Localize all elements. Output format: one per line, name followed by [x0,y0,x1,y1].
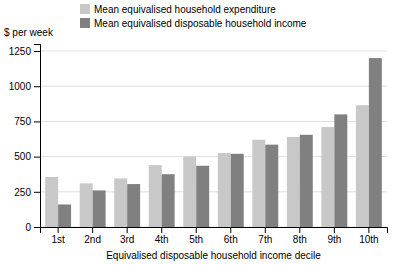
grid-line [40,51,387,52]
tick-mark [230,227,231,233]
bar [321,127,334,227]
chart: 1st 2nd 3rd 4th 5th 6th 7th 8th 9th 10th 0 250 500 75… [0,0,397,265]
legend-label: Mean equivalised household expenditure [94,4,276,15]
grid [40,51,387,227]
tick-mark [161,227,162,233]
tick-mark [92,227,93,233]
tick: 2nd [84,227,101,245]
tick-mark [34,192,40,193]
tick-label: 750 [14,116,31,127]
y-axis: 0 250 500 750 1000 1250 [9,45,41,233]
axis-line [41,228,388,234]
y-axis-title: $ per week [4,27,54,38]
tick-label: 250 [14,187,31,198]
tick-mark [368,227,369,233]
tick-mark [34,121,40,122]
tick-label: 5th [189,234,203,245]
tick: 1st [51,227,65,245]
bar [114,178,127,227]
legend-swatch [80,4,90,14]
bars [45,58,382,227]
axis-line [34,45,41,228]
legend: Mean equivalised household expenditure Me… [80,4,307,29]
bar [58,204,71,227]
plot: 1st 2nd 3rd 4th 5th 6th 7th 8th 9th 10th 0 250 500 75… [9,45,388,246]
bar [369,58,382,227]
tick: 1250 [9,46,40,57]
bar [80,183,93,227]
legend-item: Mean equivalised household expenditure [80,4,276,15]
tick-label: 0 [25,222,31,233]
tick-label: 9th [327,234,341,245]
tick: 8th [293,227,307,245]
bar [252,140,265,227]
tick-label: 6th [224,234,238,245]
bar [127,184,140,227]
tick-mark [34,227,40,228]
bar [162,174,175,227]
x-axis: 1st 2nd 3rd 4th 5th 6th 7th 8th 9th 10th [41,227,388,245]
tick-label: 1st [51,234,65,245]
tick-label: 3rd [120,234,134,245]
tick-mark [299,227,300,233]
bar [218,153,231,227]
tick-mark [265,227,266,233]
tick: 5th [189,227,203,245]
tick-mark [196,227,197,233]
bar [149,165,162,227]
legend-swatch [80,18,90,28]
tick-mark [34,51,40,52]
tick: 9th [327,227,341,245]
tick: 4th [155,227,169,245]
bar [265,145,278,227]
legend-item: Mean equivalised disposable household in… [80,18,307,29]
tick: 750 [14,116,40,127]
tick-label: 2nd [84,234,101,245]
tick-label: 7th [258,234,272,245]
bar [196,166,209,227]
grid-line [40,86,387,87]
bar [334,114,347,227]
tick: 0 [25,222,40,233]
tick-label: 4th [155,234,169,245]
tick: 10th [359,227,378,245]
tick-mark [334,227,335,233]
tick: 6th [224,227,238,245]
tick-mark [58,227,59,233]
tick-label: 1250 [9,46,32,57]
bar [45,177,58,227]
tick: 500 [14,151,40,162]
tick-label: 1000 [9,81,32,92]
bar [300,135,313,227]
tick: 1000 [9,81,40,92]
tick-mark [127,227,128,233]
x-axis-title: Equivalised disposable household income … [106,250,321,261]
bar-series [45,105,369,227]
tick-label: 500 [14,151,31,162]
tick: 250 [14,187,40,198]
tick-mark [34,86,40,87]
bar [356,105,369,227]
legend-label: Mean equivalised disposable household in… [94,18,307,29]
tick: 3rd [120,227,134,245]
bar-series [58,58,382,227]
bar [231,154,244,227]
tick: 7th [258,227,272,245]
tick-label: 10th [359,234,378,245]
tick-label: 8th [293,234,307,245]
bar [93,190,106,227]
bar [287,137,300,227]
bar [183,157,196,227]
tick-mark [34,157,40,158]
